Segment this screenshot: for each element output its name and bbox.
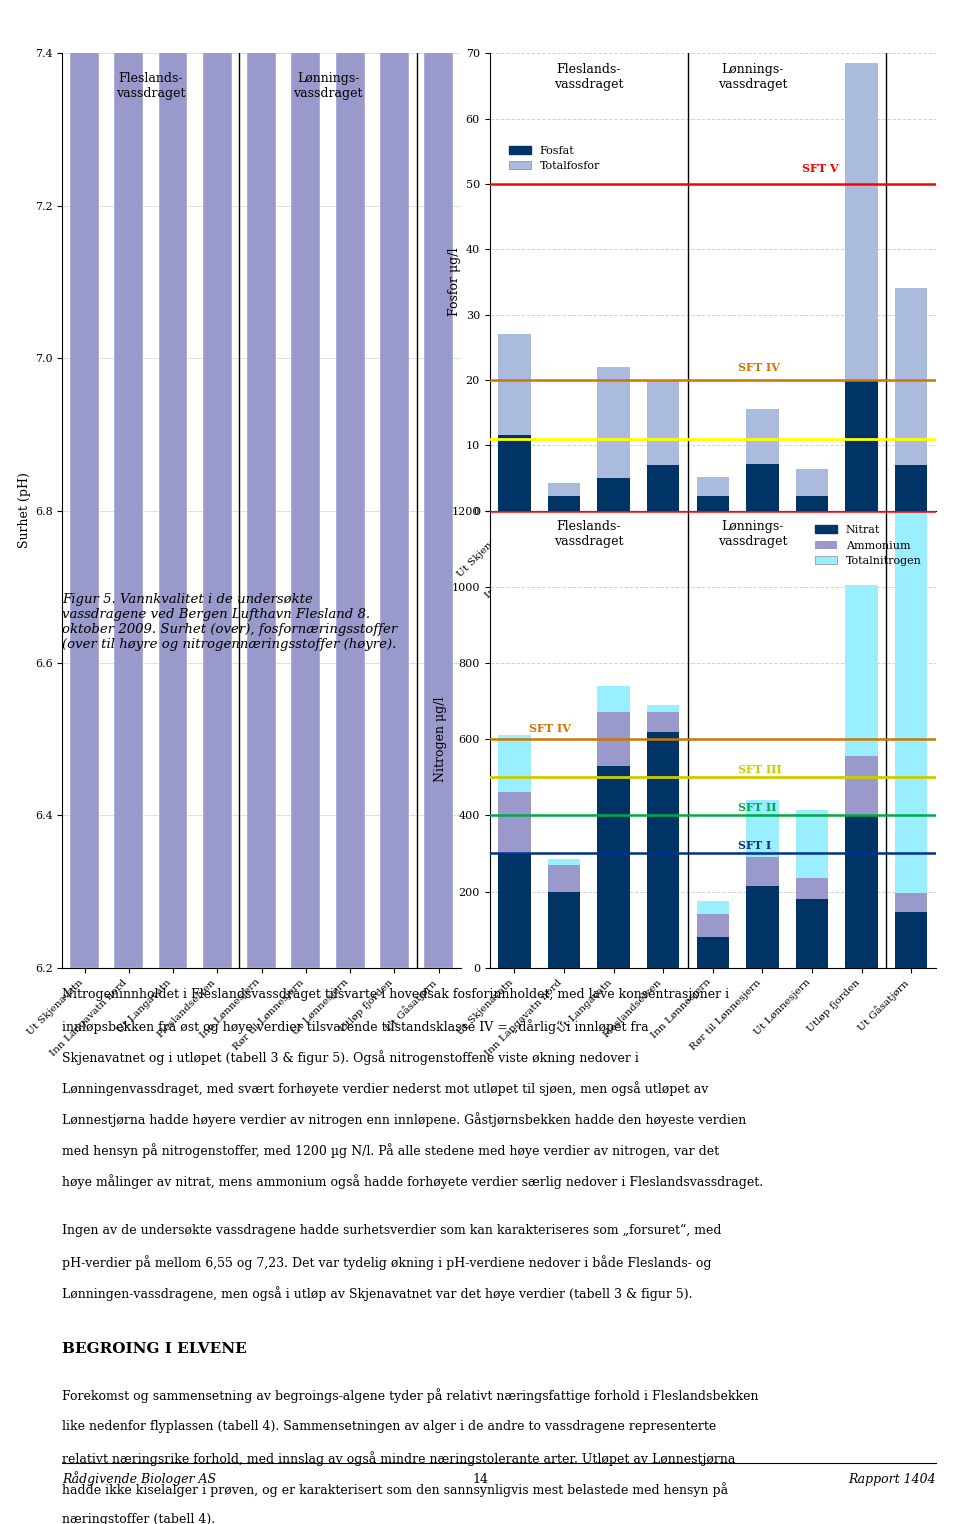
Bar [746, 410, 779, 463]
Text: relativt næringsrike forhold, med innslag av også mindre næringstolerante arter.: relativt næringsrike forhold, med innsla… [62, 1451, 735, 1466]
Bar [498, 736, 531, 792]
Text: Lønningenvassdraget, med svært forhøyete verdier nederst mot utløpet til sjøen, : Lønningenvassdraget, med svært forhøyete… [62, 1081, 708, 1096]
Bar [697, 937, 729, 968]
Bar [498, 792, 531, 853]
Text: SFT V: SFT V [802, 163, 839, 174]
Text: med hensyn på nitrogenstoffer, med 1200 µg N/l. På alle stedene med høye verdier: med hensyn på nitrogenstoffer, med 1200 … [62, 1143, 720, 1158]
Bar [796, 878, 828, 899]
Bar [895, 913, 927, 968]
Bar [114, 0, 143, 968]
Bar [647, 379, 680, 465]
Bar [597, 479, 630, 511]
Text: Nitrogeninnholdet i Fleslandsvassdraget tilsvarte i hovedsak fosforinnholdet, me: Nitrogeninnholdet i Fleslandsvassdraget … [62, 988, 730, 1001]
Bar [796, 469, 828, 497]
Bar [846, 815, 877, 968]
Bar [697, 914, 729, 937]
Bar [697, 901, 729, 914]
Y-axis label: Fosfor μg/l: Fosfor μg/l [448, 248, 462, 315]
Bar [548, 497, 580, 511]
Bar [895, 465, 927, 511]
Bar [597, 712, 630, 765]
Text: Rapport 1404: Rapport 1404 [849, 1472, 936, 1486]
Text: Ingen av de undersøkte vassdragene hadde surhetsverdier som kan karakteriseres s: Ingen av de undersøkte vassdragene hadde… [62, 1224, 722, 1237]
Bar [895, 893, 927, 913]
Text: 14: 14 [472, 1472, 488, 1486]
Bar [895, 511, 927, 893]
Text: Skjenavatnet og i utløpet (tabell 3 & figur 5). Også nitrogenstoffene viste økni: Skjenavatnet og i utløpet (tabell 3 & fi… [62, 1050, 639, 1065]
Bar [292, 0, 321, 968]
Bar [746, 856, 779, 885]
Text: Forekomst og sammensetning av begroings-algene tyder på relativt næringsfattige : Forekomst og sammensetning av begroings-… [62, 1388, 759, 1404]
Bar [548, 860, 580, 866]
Bar [746, 885, 779, 968]
Bar [796, 497, 828, 511]
Bar [424, 0, 453, 968]
Y-axis label: Surhet (pH): Surhet (pH) [18, 472, 31, 549]
Bar [746, 463, 779, 511]
Bar [498, 436, 531, 511]
Bar [158, 0, 187, 968]
Text: Lønnings-
vassdraget: Lønnings- vassdraget [718, 520, 787, 549]
Bar [647, 704, 680, 732]
Bar [336, 0, 365, 968]
Text: Lønnings-
vassdraget: Lønnings- vassdraget [293, 73, 363, 101]
Y-axis label: Nitrogen μg/l: Nitrogen μg/l [434, 696, 447, 782]
Legend: Fosfat, Totalfosfor: Fosfat, Totalfosfor [504, 142, 605, 175]
Bar [647, 704, 680, 712]
Text: Fleslands-
vassdraget: Fleslands- vassdraget [116, 73, 185, 101]
Bar [647, 465, 680, 511]
Bar [248, 0, 276, 968]
Bar [796, 809, 828, 878]
Legend: Nitrat, Ammonium, Totalnitrogen: Nitrat, Ammonium, Totalnitrogen [810, 521, 926, 570]
Bar [697, 497, 729, 511]
Bar [597, 686, 630, 713]
Bar [548, 866, 580, 892]
Bar [746, 800, 779, 856]
Bar [380, 0, 409, 968]
Text: næringstoffer (tabell 4).: næringstoffer (tabell 4). [62, 1513, 216, 1524]
Bar [70, 0, 99, 968]
Text: hadde ikke kiselalger i prøven, og er karakterisert som den sannsynligvis mest b: hadde ikke kiselalger i prøven, og er ka… [62, 1481, 729, 1497]
Bar [548, 892, 580, 968]
Bar [796, 899, 828, 968]
Text: like nedenfor flyplassen (tabell 4). Sammensetningen av alger i de andre to vass: like nedenfor flyplassen (tabell 4). Sam… [62, 1420, 717, 1433]
Bar [203, 0, 231, 968]
Bar [895, 288, 927, 465]
Bar [697, 477, 729, 497]
Text: pH-verdier på mellom 6,55 og 7,23. Det var tydelig økning i pH-verdiene nedover : pH-verdier på mellom 6,55 og 7,23. Det v… [62, 1254, 712, 1269]
Text: høye målinger av nitrat, mens ammonium også hadde forhøyete verdier særlig nedov: høye målinger av nitrat, mens ammonium o… [62, 1173, 763, 1189]
Text: Rådgivende Biologer AS: Rådgivende Biologer AS [62, 1471, 217, 1486]
Text: SFT IV: SFT IV [529, 724, 571, 735]
Text: Lønnestjørna hadde høyere verdier av nitrogen enn innløpene. Gåstjørnsbekken had: Lønnestjørna hadde høyere verdier av nit… [62, 1113, 747, 1126]
Bar [647, 732, 680, 968]
Text: SFT II: SFT II [737, 802, 776, 812]
Text: Lønnings-
vassdraget: Lønnings- vassdraget [718, 62, 787, 107]
Text: SFT IV: SFT IV [737, 363, 780, 373]
Bar [498, 853, 531, 968]
Bar [846, 756, 877, 815]
Bar [597, 367, 630, 479]
Text: Lønningen-vassdragene, men også i utløp av Skjenavatnet var det høye verdier (ta: Lønningen-vassdragene, men også i utløp … [62, 1286, 693, 1301]
Text: Fleslands-
vassdraget: Fleslands- vassdraget [554, 62, 624, 91]
Bar [597, 765, 630, 968]
Bar [548, 483, 580, 497]
Bar [846, 62, 877, 379]
Bar [846, 585, 877, 756]
Text: Fleslands-
vassdraget: Fleslands- vassdraget [554, 520, 624, 549]
Bar [846, 379, 877, 511]
Text: SFT III: SFT III [737, 764, 781, 774]
Text: BEGROING I ELVENE: BEGROING I ELVENE [62, 1343, 247, 1356]
Text: innløpsbekken fra øst og høye verdier tilsvarende tilstandsklasse IV = „dårlig“ : innløpsbekken fra øst og høye verdier ti… [62, 1018, 649, 1033]
Bar [498, 334, 531, 436]
Text: Figur 5. Vannkvalitet i de undersøkte
vassdragene ved Bergen Lufthavn Flesland 8: Figur 5. Vannkvalitet i de undersøkte va… [62, 593, 397, 651]
Text: SFT I: SFT I [737, 840, 771, 850]
